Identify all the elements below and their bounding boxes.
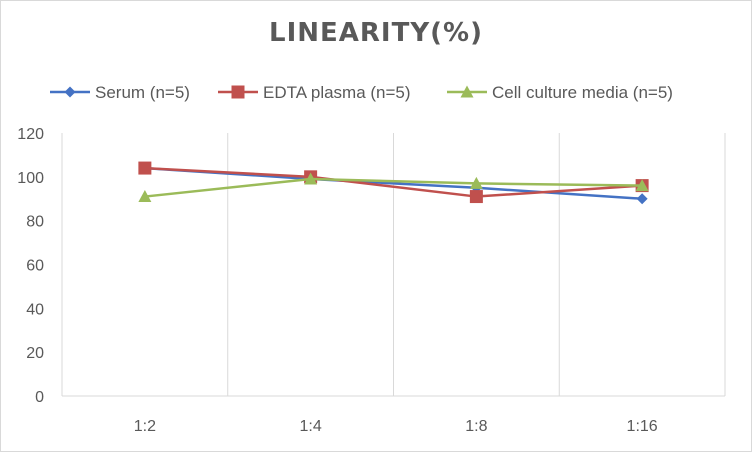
y-tick-label: 100 [17,170,44,187]
legend-item-2: EDTA plasma (n=5) [218,83,411,102]
data-point [138,161,152,175]
legend-item-1: Serum (n=5) [50,83,190,102]
y-tick-label: 60 [26,258,44,275]
data-point [635,179,649,192]
chart-title: LINEARITY(%) [269,18,483,48]
grid [61,133,726,397]
series-3 [138,172,649,203]
y-tick-label: 40 [26,301,44,318]
data-point [469,176,483,189]
series-line [144,177,643,198]
legend-label: Serum (n=5) [95,83,190,102]
x-tick-label: 1:16 [627,418,658,435]
x-tick-label: 1:2 [134,418,156,435]
series-layer [138,161,649,205]
y-axis: 0 20 40 60 80 100 120 [17,126,44,406]
legend-label: EDTA plasma (n=5) [263,83,411,102]
x-tick-label: 1:4 [300,418,322,435]
data-point [469,190,483,204]
data-point [304,172,318,185]
legend: Serum (n=5) EDTA plasma (n=5) Cell culture… [50,83,673,102]
data-point [138,190,152,203]
x-axis: 1:2 1:4 1:8 1:16 [134,418,658,435]
y-tick-label: 0 [35,389,44,406]
y-tick-label: 80 [26,214,44,231]
data-point [636,193,648,205]
series-line [144,166,643,198]
legend-marker [231,85,245,99]
y-tick-label: 20 [26,345,44,362]
legend-marker [64,86,76,98]
x-tick-label: 1:8 [465,418,487,435]
legend-label: Cell culture media (n=5) [492,83,673,102]
legend-item-3: Cell culture media (n=5) [447,83,673,102]
y-tick-label: 120 [17,126,44,143]
legend-marker [460,85,474,98]
